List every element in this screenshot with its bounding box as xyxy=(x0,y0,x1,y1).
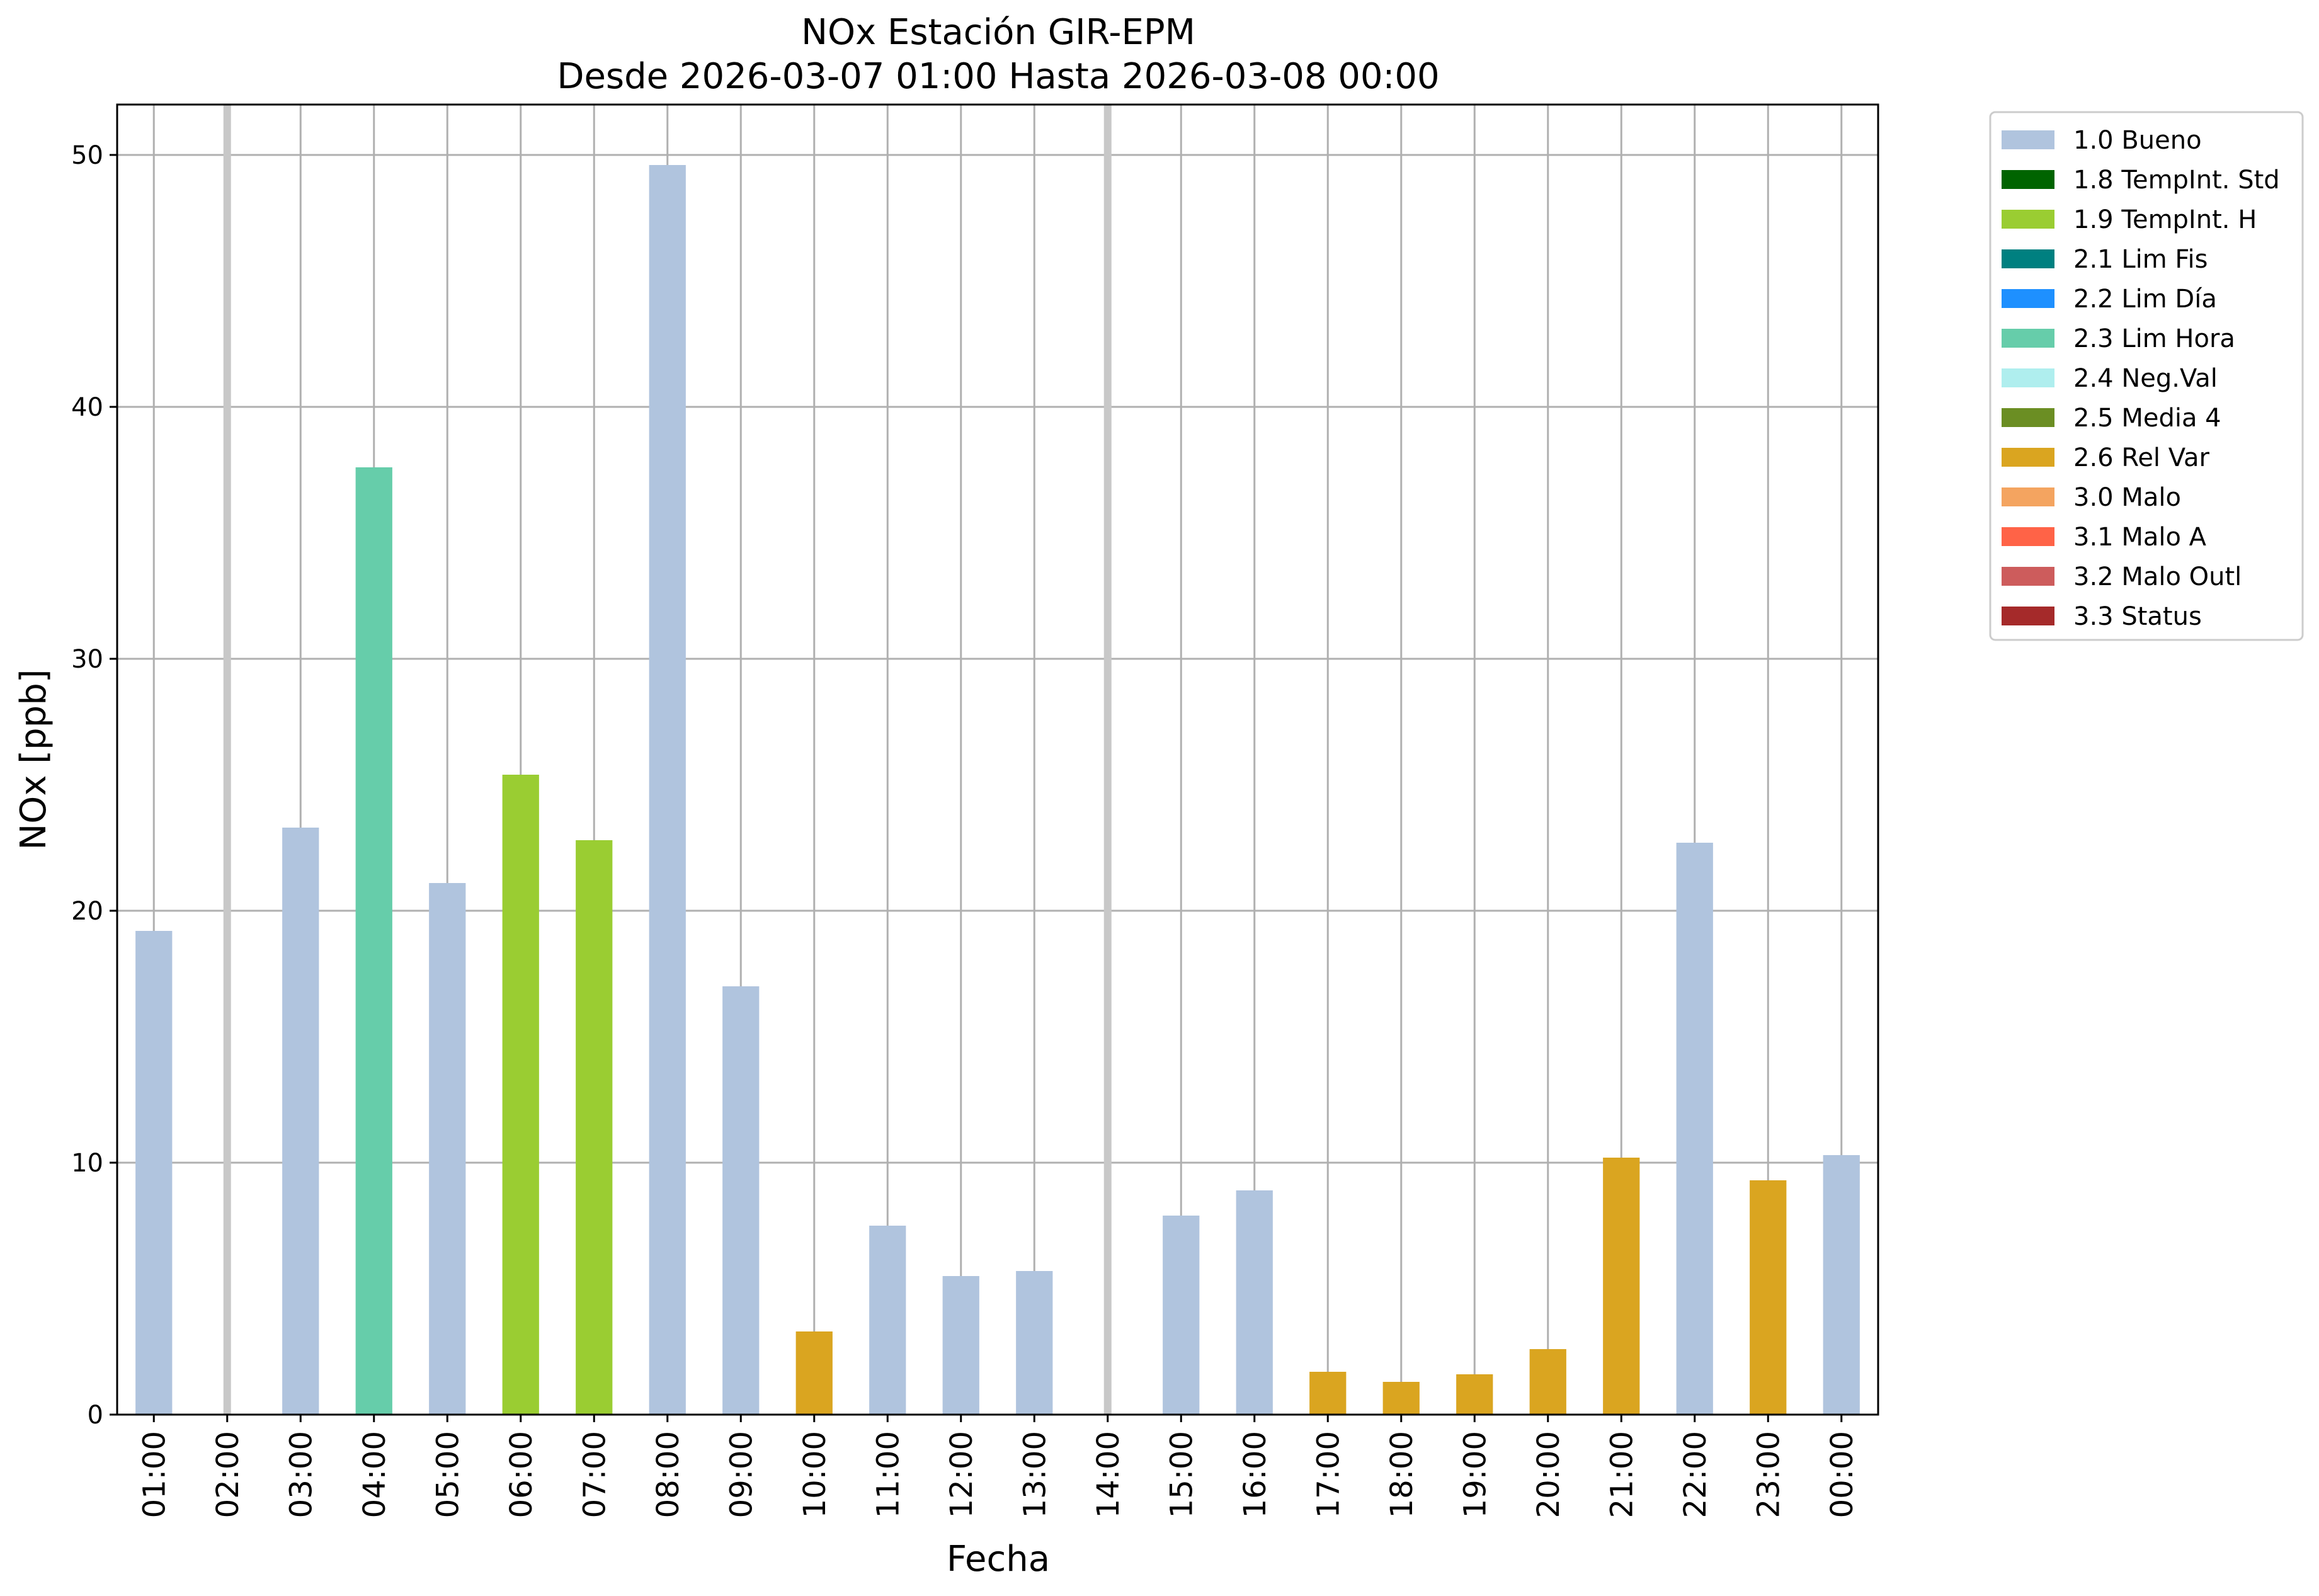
x-tick-label: 09:00 xyxy=(724,1431,759,1518)
x-tick-label: 00:00 xyxy=(1825,1431,1860,1518)
x-tick-label: 12:00 xyxy=(944,1431,979,1518)
legend: 1.0 Bueno 1.8 TempInt. Std 1.9 TempInt. H 2… xyxy=(1989,111,2304,641)
legend-swatch xyxy=(2002,408,2054,427)
legend-label: 2.3 Lim Hora xyxy=(2073,324,2235,353)
plot-frame xyxy=(116,103,1879,1416)
chart-title: NOx Estación GIR-EPM xyxy=(801,12,1195,53)
chart-subtitle: Desde 2026-03-07 01:00 Hasta 2026-03-08 … xyxy=(557,56,1439,97)
legend-frame xyxy=(1989,111,2304,641)
bar xyxy=(1750,1180,1787,1415)
bars xyxy=(135,165,1860,1415)
legend-swatch xyxy=(2002,329,2054,348)
bar xyxy=(869,1226,906,1415)
y-tick-label: 0 xyxy=(88,1401,103,1430)
legend-label: 3.3 Status xyxy=(2073,602,2202,631)
bar xyxy=(502,775,539,1415)
bar xyxy=(795,1331,833,1415)
bar xyxy=(1163,1216,1200,1415)
bar xyxy=(942,1276,979,1415)
legend-swatch xyxy=(2002,210,2054,229)
y-tick-label: 10 xyxy=(71,1149,103,1178)
bar xyxy=(1529,1349,1566,1415)
x-tick-label: 20:00 xyxy=(1531,1431,1566,1518)
bar xyxy=(1603,1158,1640,1415)
x-tick-label: 16:00 xyxy=(1238,1431,1273,1518)
legend-swatch xyxy=(2002,567,2054,586)
y-axis: 0 10 20 30 40 50 xyxy=(71,141,117,1430)
legend-swatch xyxy=(2002,289,2054,308)
x-tick-label: 18:00 xyxy=(1384,1431,1420,1518)
bar xyxy=(649,165,686,1415)
legend-label: 3.2 Malo Outl xyxy=(2073,562,2242,591)
legend-swatch xyxy=(2002,527,2054,546)
bar xyxy=(1382,1382,1420,1415)
bar xyxy=(1236,1190,1273,1415)
bar xyxy=(576,840,613,1415)
legend-label: 2.1 Lim Fis xyxy=(2073,245,2208,274)
legend-label: 2.2 Lim Día xyxy=(2073,285,2217,314)
bar xyxy=(722,986,760,1415)
x-tick-label: 06:00 xyxy=(504,1431,539,1518)
legend-swatch xyxy=(2002,448,2054,467)
x-tick-label: 15:00 xyxy=(1164,1431,1199,1518)
x-tick-label: 07:00 xyxy=(577,1431,612,1518)
x-tick-label: 14:00 xyxy=(1091,1431,1126,1518)
legend-label: 3.0 Malo xyxy=(2073,483,2181,512)
x-tick-label: 03:00 xyxy=(283,1431,319,1518)
x-tick-label: 04:00 xyxy=(357,1431,392,1518)
bar xyxy=(1016,1271,1053,1415)
legend-swatch xyxy=(2002,368,2054,387)
x-tick-label: 22:00 xyxy=(1678,1431,1713,1518)
legend-label: 2.6 Rel Var xyxy=(2073,443,2210,472)
bar xyxy=(1676,843,1713,1415)
x-tick-label: 17:00 xyxy=(1311,1431,1346,1518)
y-tick-label: 40 xyxy=(71,393,103,422)
legend-swatch xyxy=(2002,249,2054,268)
x-tick-label: 01:00 xyxy=(137,1431,172,1518)
y-axis-label: NOx [ppb] xyxy=(13,669,54,850)
x-tick-label: 21:00 xyxy=(1604,1431,1639,1518)
x-tick-label: 10:00 xyxy=(797,1431,833,1518)
y-tick-label: 30 xyxy=(71,645,103,674)
bar xyxy=(135,931,173,1415)
x-axis-label: Fecha xyxy=(947,1539,1050,1580)
x-tick-label: 13:00 xyxy=(1017,1431,1052,1518)
bar xyxy=(1456,1374,1493,1415)
legend-label: 1.9 TempInt. H xyxy=(2073,205,2257,234)
legend-label: 1.0 Bueno xyxy=(2073,126,2202,155)
legend-label: 1.8 TempInt. Std xyxy=(2073,166,2280,195)
legend-swatch xyxy=(2002,487,2054,506)
bar xyxy=(282,828,319,1415)
legend-label: 2.4 Neg.Val xyxy=(2073,364,2218,393)
legend-swatch xyxy=(2002,130,2054,149)
x-tick-label: 19:00 xyxy=(1457,1431,1493,1518)
y-tick-label: 20 xyxy=(71,897,103,926)
legend-label: 2.5 Media 4 xyxy=(2073,404,2221,433)
bar xyxy=(355,467,392,1415)
bar xyxy=(1309,1372,1347,1415)
y-tick-label: 50 xyxy=(71,141,103,170)
legend-swatch xyxy=(2002,607,2054,625)
x-tick-label: 08:00 xyxy=(651,1431,686,1518)
x-tick-label: 05:00 xyxy=(430,1431,465,1518)
x-axis: 01:00 02:00 03:00 04:00 05:00 06:00 07:00 08:00… xyxy=(137,1415,1860,1518)
legend-swatch xyxy=(2002,170,2054,189)
missing-markers xyxy=(223,105,1112,1415)
x-tick-label: 23:00 xyxy=(1751,1431,1786,1518)
x-tick-label: 02:00 xyxy=(210,1431,246,1518)
bar xyxy=(1823,1155,1860,1415)
legend-label: 3.1 Malo A xyxy=(2073,523,2207,552)
x-tick-label: 11:00 xyxy=(870,1431,906,1518)
bar xyxy=(429,883,466,1415)
